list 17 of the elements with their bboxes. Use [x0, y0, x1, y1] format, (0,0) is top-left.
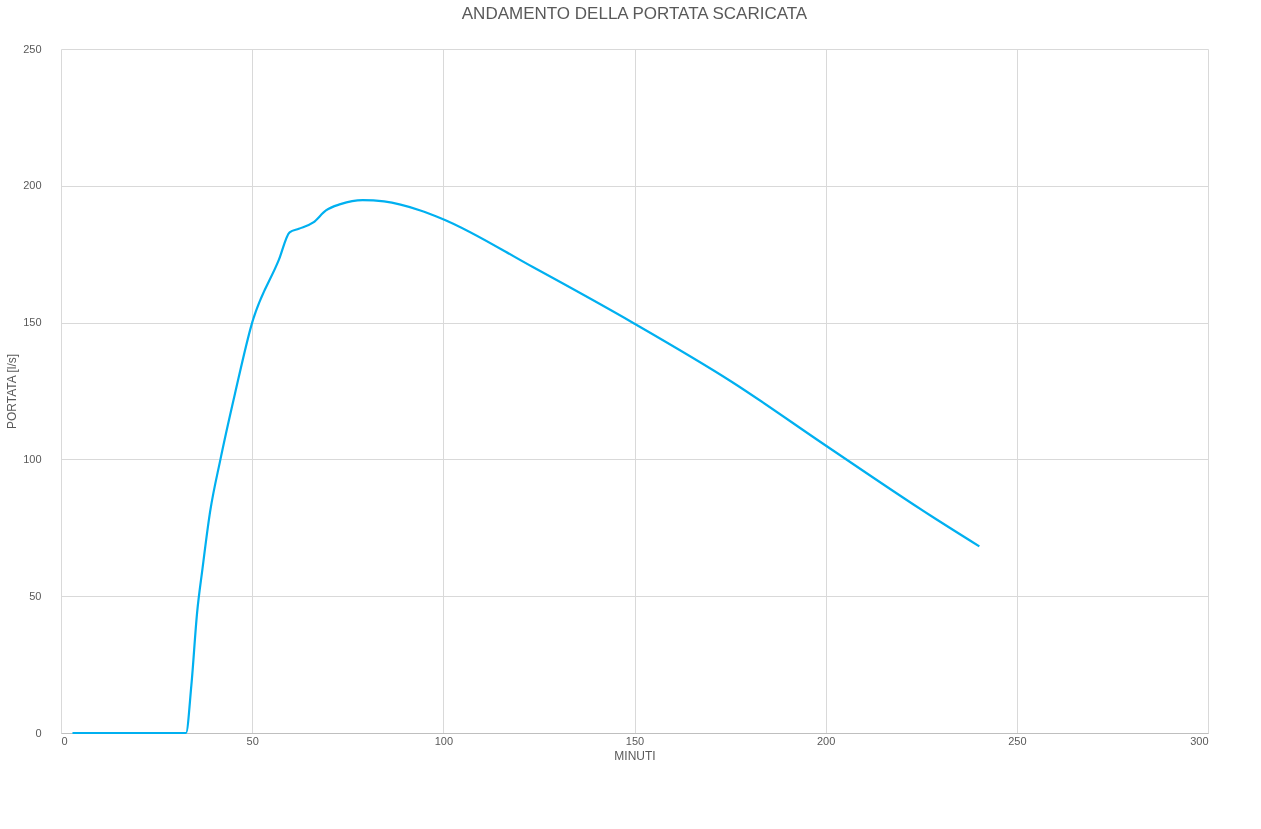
x-axis-title: MINUTI — [614, 748, 656, 763]
chart-title: ANDAMENTO DELLA PORTATA SCARICATA — [461, 4, 808, 23]
y-axis-title: PORTATA [l/s] — [5, 353, 20, 430]
y-tick-label: 100 — [23, 452, 42, 465]
x-tick-label: 200 — [816, 734, 836, 747]
x-tick-label: 50 — [246, 734, 259, 747]
x-tick-label: 150 — [625, 734, 645, 747]
y-tick-label: 0 — [35, 726, 42, 739]
x-tick-label: 0 — [61, 734, 68, 747]
line-series — [71, 198, 981, 735]
y-tick-label: 200 — [23, 179, 42, 192]
y-tick-label: 150 — [23, 316, 42, 329]
y-tick-label: 50 — [29, 589, 42, 602]
y-tick-label: 250 — [23, 42, 42, 55]
x-tick-label: 100 — [434, 734, 454, 747]
x-tick-label: 300 — [1190, 734, 1209, 747]
x-tick-label: 250 — [1008, 734, 1027, 747]
